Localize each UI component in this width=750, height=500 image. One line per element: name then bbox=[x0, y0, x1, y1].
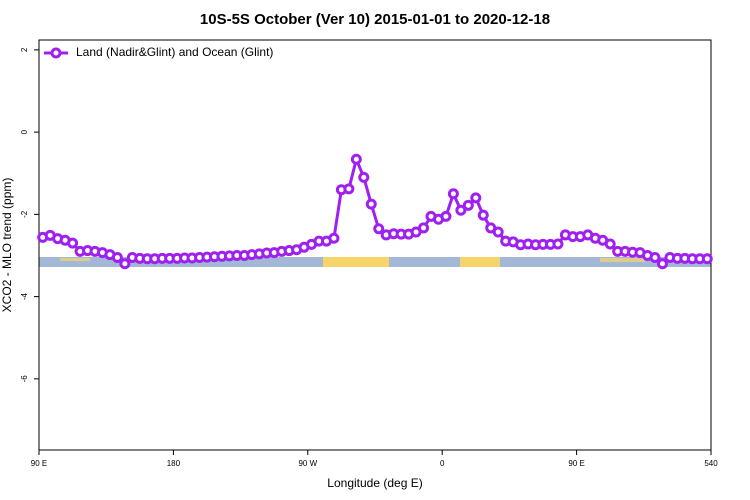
y-tick-label: 2 bbox=[20, 47, 29, 52]
data-point bbox=[365, 198, 377, 210]
plot-frame bbox=[38, 39, 712, 451]
x-tick-label: 90 E bbox=[568, 459, 584, 468]
data-point bbox=[373, 223, 385, 235]
legend-label: Land (Nadir&Glint) and Ocean (Glint) bbox=[76, 45, 273, 59]
data-point bbox=[455, 204, 467, 216]
y-axis-label: XCO2 - MLO trend (ppm) bbox=[0, 178, 14, 313]
x-axis-label: Longitude (deg E) bbox=[327, 476, 422, 490]
x-tick-label: 90 E bbox=[31, 459, 47, 468]
data-point bbox=[111, 252, 123, 264]
data-point bbox=[477, 209, 489, 221]
legend: Land (Nadir&Glint) and Ocean (Glint) bbox=[44, 45, 273, 59]
data-point bbox=[604, 238, 616, 250]
data-point bbox=[492, 226, 504, 238]
land-band bbox=[460, 257, 500, 267]
data-point bbox=[447, 188, 459, 200]
x-tick-label: 180 bbox=[167, 459, 181, 468]
x-tick-label: 90 W bbox=[298, 459, 317, 468]
chart-title: 10S-5S October (Ver 10) 2015-01-01 to 20… bbox=[200, 11, 550, 28]
data-point bbox=[656, 258, 668, 270]
data-point bbox=[119, 258, 131, 270]
x-tick-label: 540 bbox=[704, 459, 718, 468]
island-band bbox=[600, 258, 645, 262]
data-point bbox=[440, 210, 452, 222]
island-band bbox=[60, 258, 90, 261]
data-point bbox=[328, 232, 340, 244]
land-ocean-strip bbox=[39, 257, 711, 267]
data-point bbox=[67, 237, 79, 249]
data-point bbox=[552, 238, 564, 250]
data-point bbox=[701, 253, 713, 265]
data-point bbox=[418, 222, 430, 234]
y-tick-label: -4 bbox=[20, 293, 29, 301]
y-tick-label: -6 bbox=[20, 375, 29, 383]
data-point bbox=[649, 252, 661, 264]
x-tick-label: 0 bbox=[440, 459, 445, 468]
legend-marker bbox=[50, 47, 62, 59]
y-tick-label: 0 bbox=[20, 129, 29, 134]
land-band bbox=[323, 257, 389, 267]
data-point bbox=[358, 171, 370, 183]
data-point bbox=[350, 153, 362, 165]
data-point bbox=[343, 183, 355, 195]
data-point bbox=[462, 199, 474, 211]
data-point bbox=[470, 192, 482, 204]
y-tick-label: -2 bbox=[20, 210, 29, 218]
